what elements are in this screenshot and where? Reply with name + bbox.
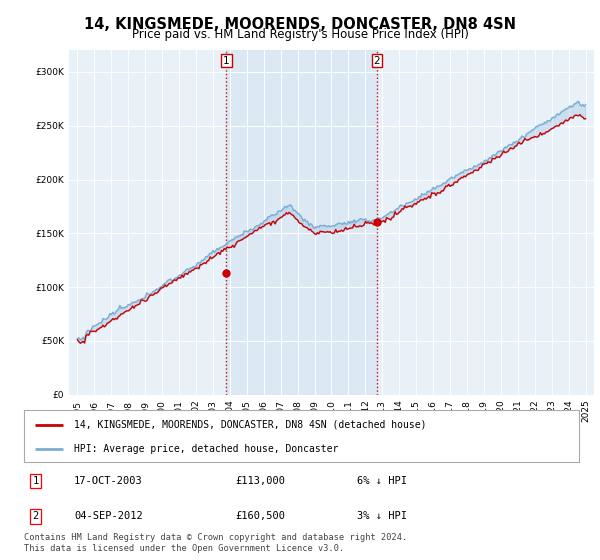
Text: 14, KINGSMEDE, MOORENDS, DONCASTER, DN8 4SN (detached house): 14, KINGSMEDE, MOORENDS, DONCASTER, DN8 … [74,420,427,430]
Text: 04-SEP-2012: 04-SEP-2012 [74,511,143,521]
Text: 3% ↓ HPI: 3% ↓ HPI [357,511,407,521]
Text: £113,000: £113,000 [235,476,285,486]
Text: 17-OCT-2003: 17-OCT-2003 [74,476,143,486]
Text: Price paid vs. HM Land Registry's House Price Index (HPI): Price paid vs. HM Land Registry's House … [131,28,469,41]
Text: 1: 1 [223,55,230,66]
Text: Contains HM Land Registry data © Crown copyright and database right 2024.
This d: Contains HM Land Registry data © Crown c… [24,533,407,553]
Text: HPI: Average price, detached house, Doncaster: HPI: Average price, detached house, Donc… [74,444,338,454]
Text: 2: 2 [32,511,38,521]
Text: 14, KINGSMEDE, MOORENDS, DONCASTER, DN8 4SN: 14, KINGSMEDE, MOORENDS, DONCASTER, DN8 … [84,17,516,32]
Text: 2: 2 [373,55,380,66]
Bar [226,50,377,395]
Text: 1: 1 [32,476,38,486]
Text: 6% ↓ HPI: 6% ↓ HPI [357,476,407,486]
Text: £160,500: £160,500 [235,511,285,521]
